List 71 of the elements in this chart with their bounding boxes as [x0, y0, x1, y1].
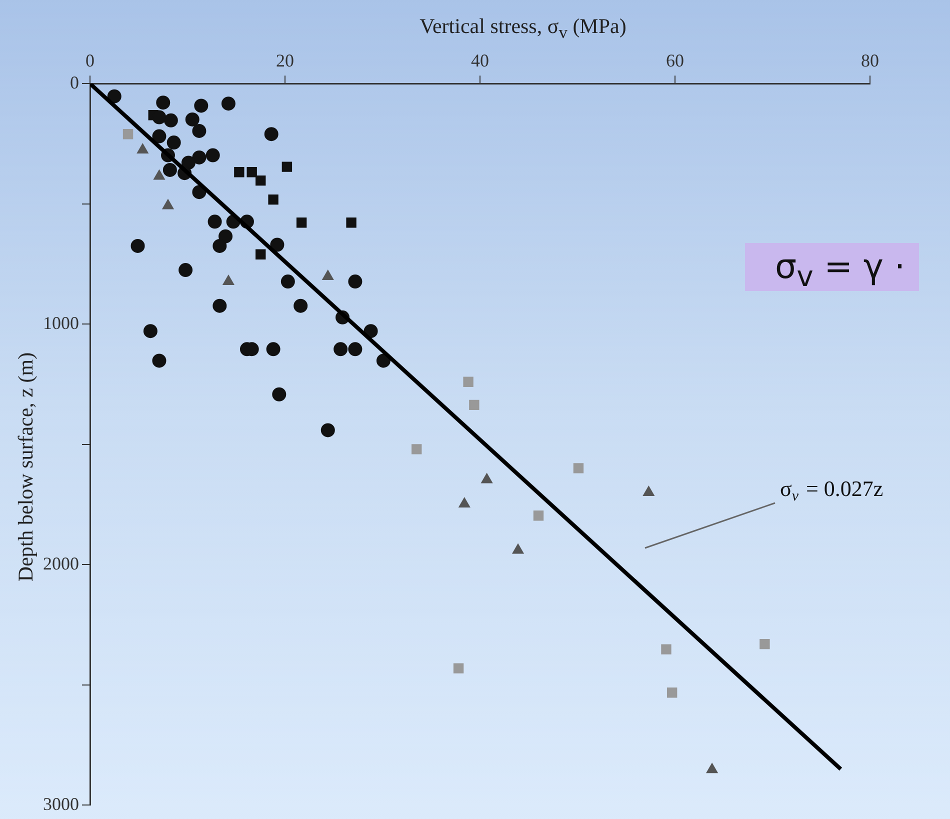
point	[156, 96, 170, 110]
point	[152, 110, 166, 124]
point	[642, 486, 654, 496]
y-axis-title: Depth below surface, z (m)	[14, 352, 38, 582]
point	[320, 423, 335, 438]
point	[294, 298, 308, 313]
point	[194, 98, 208, 113]
point	[122, 129, 134, 140]
point	[481, 473, 493, 484]
annotation: σ$_{v}$ = γ ·	[745, 243, 920, 293]
point	[178, 263, 193, 278]
point	[348, 342, 362, 356]
point	[206, 148, 220, 162]
point	[152, 129, 166, 144]
point	[463, 376, 474, 387]
x-tick-label: 40	[471, 50, 489, 71]
point	[512, 544, 524, 554]
point	[322, 270, 334, 280]
point	[296, 218, 307, 228]
point	[256, 175, 266, 186]
point	[212, 298, 227, 313]
point	[192, 124, 206, 138]
point	[453, 663, 464, 674]
point	[192, 150, 206, 164]
point	[706, 763, 718, 774]
point	[268, 194, 278, 205]
point	[162, 162, 177, 177]
point	[348, 274, 362, 289]
y-tick-label: 2000	[43, 553, 79, 574]
point	[218, 229, 233, 244]
point	[256, 249, 266, 260]
x-tick-label: 20	[276, 50, 294, 71]
y-tick-label: 1000	[43, 312, 79, 333]
point	[458, 498, 470, 508]
point	[130, 238, 145, 253]
point	[760, 638, 770, 650]
point	[246, 167, 257, 178]
point	[143, 324, 158, 338]
point	[264, 127, 278, 142]
point	[152, 354, 166, 368]
x-tick-label: 80	[861, 50, 879, 71]
point	[661, 644, 672, 654]
point	[222, 275, 234, 286]
point	[221, 96, 236, 111]
x-axis-title: Vertical stress, σ$_{v}$ (MPa)	[418, 14, 628, 44]
point	[412, 444, 422, 454]
point	[573, 463, 584, 474]
point	[185, 112, 200, 126]
point	[154, 170, 165, 180]
point	[107, 89, 122, 104]
point	[334, 342, 348, 356]
point	[272, 387, 286, 402]
point	[162, 199, 174, 210]
point	[234, 167, 244, 178]
point	[346, 218, 356, 228]
y-tick-label: 3000	[43, 794, 79, 814]
point	[270, 238, 284, 252]
y-tick-label: 0	[70, 72, 79, 92]
point	[280, 274, 295, 289]
point	[164, 113, 178, 128]
x-tick-label: 0	[86, 50, 94, 71]
point	[533, 510, 544, 521]
point	[376, 354, 390, 368]
point	[266, 342, 280, 356]
point	[166, 136, 181, 150]
x-tick-label: 60	[666, 50, 684, 71]
point	[469, 400, 480, 410]
point	[666, 688, 678, 698]
point	[212, 238, 227, 253]
point	[282, 162, 292, 172]
point	[208, 214, 222, 229]
